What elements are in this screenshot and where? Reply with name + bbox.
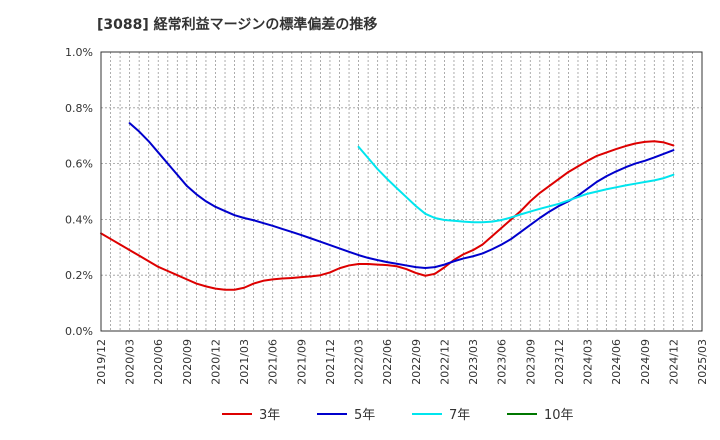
plot-frame <box>100 51 703 332</box>
x-tick-label: 2020/12 <box>209 339 222 385</box>
x-tick-label: 2020/06 <box>152 339 165 385</box>
legend-label: 10年 <box>544 408 574 423</box>
x-tick-label: 2022/09 <box>410 339 423 385</box>
x-tick-label: 2019/12 <box>95 339 108 385</box>
x-axis: 2019/12 2020/03 2020/06 2020/09 2020/12 2021/… <box>95 339 709 385</box>
y-axis: 0.0% 0.2% 0.4% 0.6% 0.8% 1.0% <box>65 46 93 338</box>
legend-label: 7年 <box>449 408 470 423</box>
series-line-3年 <box>100 140 675 291</box>
grid <box>100 51 703 332</box>
x-tick-label: 2021/12 <box>324 339 337 385</box>
series-line-5年 <box>128 122 675 269</box>
x-tick-label: 2021/09 <box>295 339 308 385</box>
series-lines <box>100 122 675 291</box>
x-tick-label: 2020/09 <box>181 339 194 385</box>
x-tick-label: 2021/06 <box>267 339 280 385</box>
y-tick-label: 0.0% <box>65 325 93 338</box>
legend-label: 5年 <box>354 408 375 423</box>
x-tick-label: 2023/09 <box>524 339 537 385</box>
y-tick-label: 0.2% <box>65 269 93 282</box>
y-tick-label: 0.6% <box>65 158 93 171</box>
series-line-7年 <box>357 145 675 224</box>
chart-title: [3088] 経常利益マージンの標準偏差の推移 <box>97 16 377 33</box>
legend-label: 3年 <box>259 408 280 423</box>
x-tick-label: 2024/03 <box>582 339 595 385</box>
x-tick-label: 2021/03 <box>238 339 251 385</box>
x-tick-label: 2022/06 <box>381 339 394 385</box>
y-tick-label: 0.4% <box>65 213 93 226</box>
x-tick-label: 2024/12 <box>667 339 680 385</box>
y-tick-label: 1.0% <box>65 46 93 59</box>
y-tick-label: 0.8% <box>65 102 93 115</box>
x-tick-label: 2024/09 <box>639 339 652 385</box>
x-tick-label: 2022/03 <box>353 339 366 385</box>
legend: 3年 5年 7年 10年 <box>222 408 574 423</box>
x-tick-label: 2023/06 <box>496 339 509 385</box>
x-tick-label: 2023/12 <box>553 339 566 385</box>
x-tick-label: 2022/12 <box>438 339 451 385</box>
x-tick-label: 2023/03 <box>467 339 480 385</box>
x-tick-label: 2025/03 <box>696 339 709 385</box>
x-tick-label: 2020/03 <box>124 339 137 385</box>
x-tick-label: 2024/06 <box>610 339 623 385</box>
